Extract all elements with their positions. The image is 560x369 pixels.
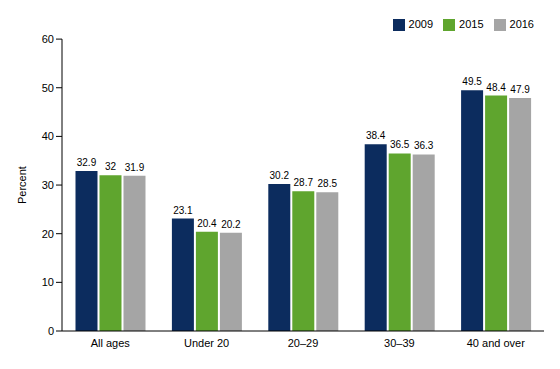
svg-text:36.3: 36.3 — [414, 140, 434, 151]
svg-text:20–29: 20–29 — [288, 337, 319, 349]
html-text:2015: 2015 — [459, 18, 484, 30]
svg-text:32.9: 32.9 — [77, 157, 97, 168]
svg-text:49.5: 49.5 — [462, 76, 482, 87]
svg-text:36.5: 36.5 — [390, 139, 410, 150]
svg-text:30–39: 30–39 — [384, 337, 415, 349]
svg-text:40: 40 — [42, 130, 54, 142]
svg-text:48.4: 48.4 — [486, 82, 506, 93]
html-text:2009: 2009 — [408, 18, 433, 30]
svg-text:40 and over: 40 and over — [467, 337, 525, 349]
svg-text:20.4: 20.4 — [197, 218, 217, 229]
svg-text:31.9: 31.9 — [125, 162, 145, 173]
svg-text:32: 32 — [105, 161, 117, 172]
svg-text:47.9: 47.9 — [510, 84, 530, 95]
svg-text:0: 0 — [48, 325, 54, 337]
svg-text:23.1: 23.1 — [173, 205, 193, 216]
svg-text:30: 30 — [42, 179, 54, 191]
svg-text:10: 10 — [42, 276, 54, 288]
svg-text:20: 20 — [42, 228, 54, 240]
svg-text:28.5: 28.5 — [318, 178, 338, 189]
html-text:2016: 2016 — [509, 18, 534, 30]
svg-text:20.2: 20.2 — [221, 219, 241, 230]
svg-text:30.2: 30.2 — [270, 170, 290, 181]
svg-text:38.4: 38.4 — [366, 130, 386, 141]
svg-text:Percent: Percent — [16, 166, 28, 204]
svg-text:Under 20: Under 20 — [184, 337, 229, 349]
svg-text:All ages: All ages — [91, 337, 131, 349]
svg-text:50: 50 — [42, 82, 54, 94]
svg-text:60: 60 — [42, 33, 54, 45]
svg-text:28.7: 28.7 — [294, 177, 314, 188]
